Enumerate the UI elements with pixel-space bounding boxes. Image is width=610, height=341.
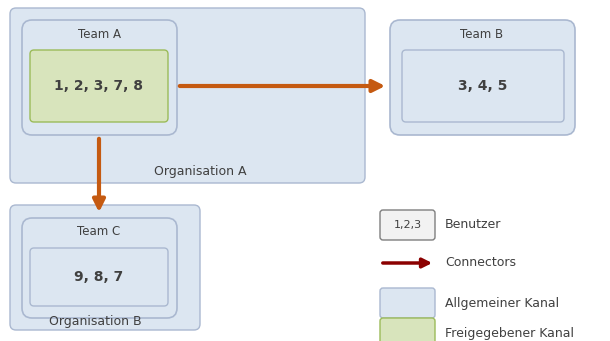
Text: Team A: Team A (77, 28, 121, 41)
Text: Team B: Team B (461, 28, 504, 41)
FancyBboxPatch shape (402, 50, 564, 122)
Text: 1,2,3: 1,2,3 (393, 220, 422, 230)
Text: Benutzer: Benutzer (445, 219, 501, 232)
FancyBboxPatch shape (10, 205, 200, 330)
FancyBboxPatch shape (22, 20, 177, 135)
Text: 9, 8, 7: 9, 8, 7 (74, 270, 124, 284)
Text: 3, 4, 5: 3, 4, 5 (458, 79, 508, 93)
FancyBboxPatch shape (10, 8, 365, 183)
FancyBboxPatch shape (30, 50, 168, 122)
FancyBboxPatch shape (30, 248, 168, 306)
Text: Allgemeiner Kanal: Allgemeiner Kanal (445, 297, 559, 310)
FancyBboxPatch shape (380, 318, 435, 341)
Text: Organisation A: Organisation A (154, 165, 246, 178)
FancyBboxPatch shape (380, 288, 435, 318)
FancyBboxPatch shape (380, 210, 435, 240)
Text: Organisation B: Organisation B (49, 315, 142, 328)
Text: Team C: Team C (77, 225, 121, 238)
Text: Freigegebener Kanal: Freigegebener Kanal (445, 326, 574, 340)
FancyBboxPatch shape (390, 20, 575, 135)
Text: 1, 2, 3, 7, 8: 1, 2, 3, 7, 8 (54, 79, 143, 93)
Text: Connectors: Connectors (445, 256, 516, 269)
FancyBboxPatch shape (22, 218, 177, 318)
